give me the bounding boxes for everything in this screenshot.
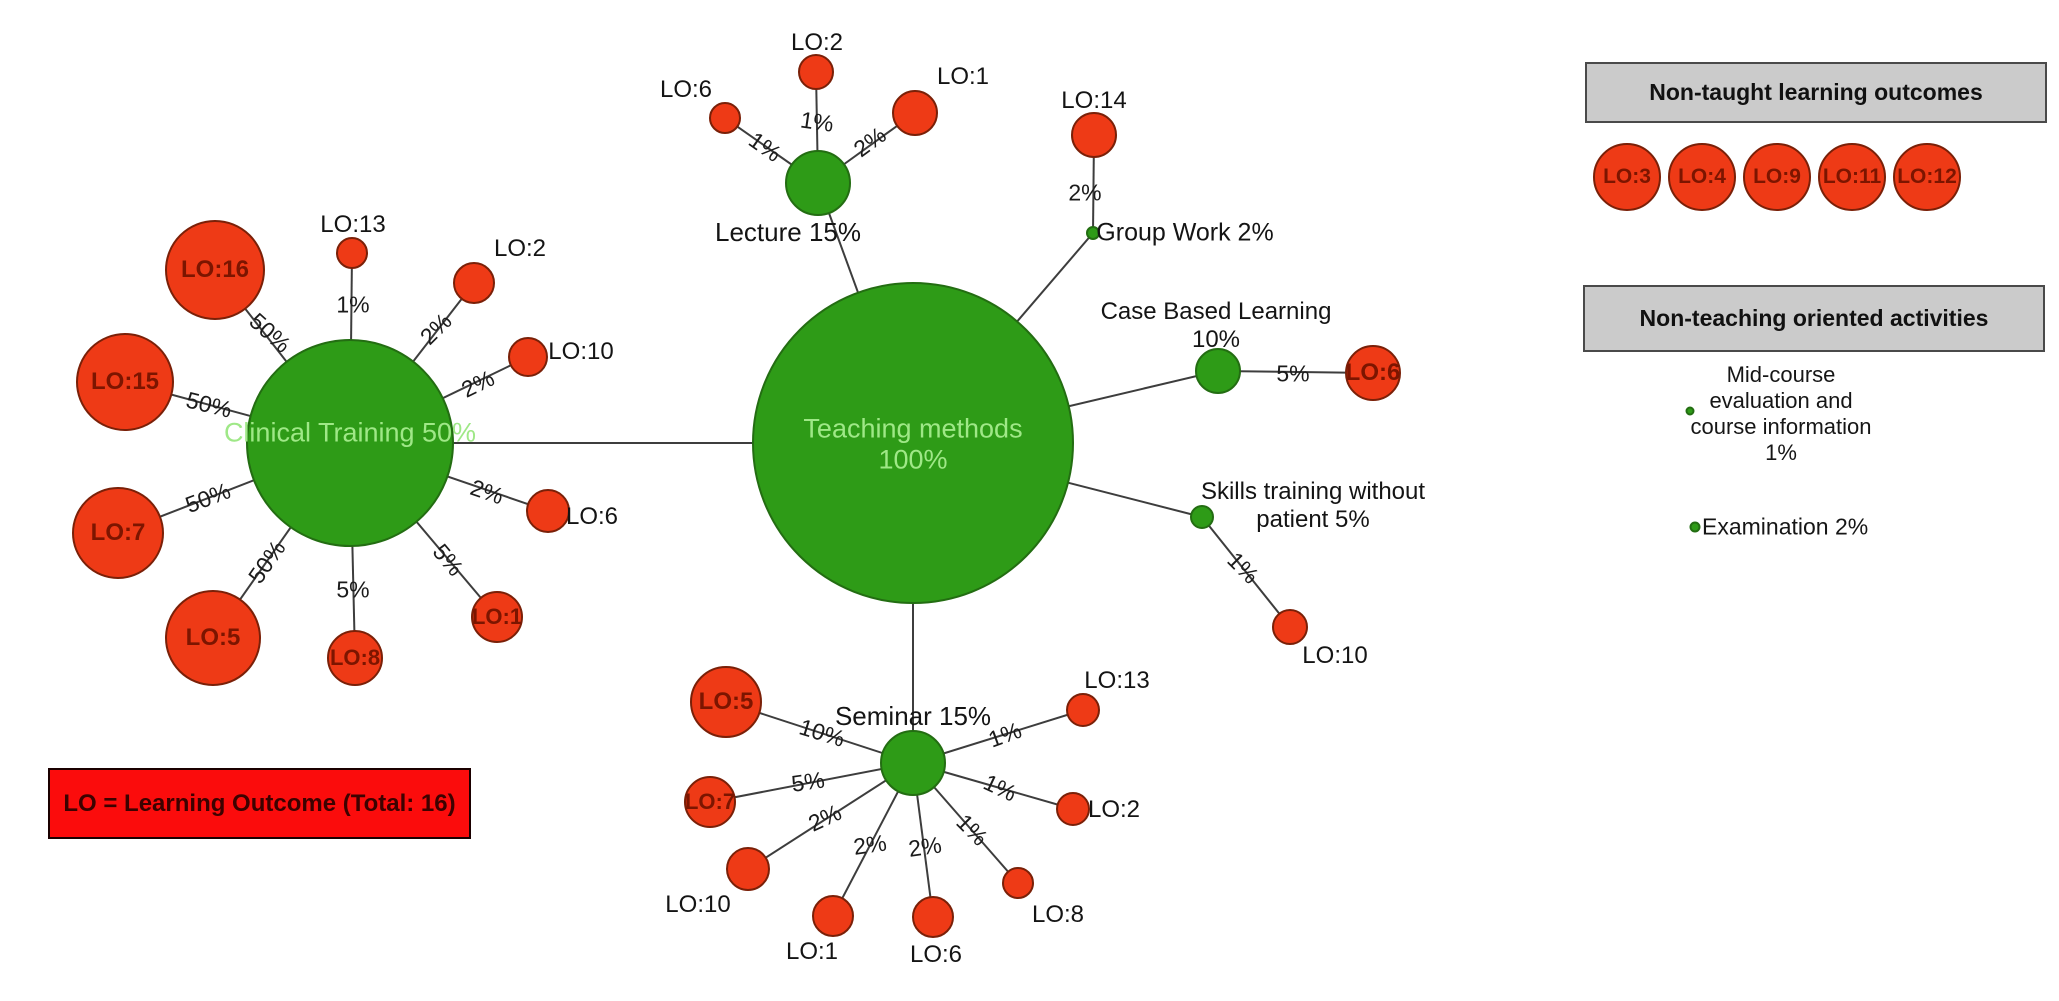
node-c16-circle <box>165 220 265 320</box>
node-se6-circle <box>912 896 954 938</box>
non-teaching-header: Non-teaching oriented activities <box>1583 285 2045 352</box>
node-c15-circle <box>76 333 174 431</box>
node-cb6-circle <box>1345 345 1401 401</box>
non-taught-lo-row: LO:3 LO:4 LO:9 LO:11 LO:12 <box>1593 143 1961 211</box>
node-c2-circle <box>453 262 495 304</box>
lo-chip: LO:4 <box>1668 143 1736 211</box>
node-seminar-circle <box>880 730 946 796</box>
node-se5-circle <box>690 666 762 738</box>
node-g14-circle <box>1071 112 1117 158</box>
lo-chip: LO:12 <box>1893 143 1961 211</box>
node-c8-circle <box>327 630 383 686</box>
node-lecture-circle <box>785 150 851 216</box>
midcourse-text: Mid-course evaluation and course informa… <box>1690 362 1872 465</box>
node-cbl-circle <box>1195 348 1241 394</box>
node-se1-circle <box>812 895 854 937</box>
lo-chip: LO:11 <box>1818 143 1886 211</box>
examination-dot <box>1689 521 1701 533</box>
lo-key-box: LO = Learning Outcome (Total: 16) <box>48 768 471 839</box>
node-s10-circle <box>1272 609 1308 645</box>
node-l6-circle <box>709 102 741 134</box>
non-taught-title: Non-taught learning outcomes <box>1649 79 1983 105</box>
node-teaching-circle <box>752 282 1074 604</box>
non-teaching-title: Non-teaching oriented activities <box>1639 305 1989 331</box>
node-groupwork-circle <box>1086 226 1100 240</box>
node-c6-circle <box>526 489 570 533</box>
lo-key-text: LO = Learning Outcome (Total: 16) <box>63 789 456 817</box>
node-l1-circle <box>892 90 938 136</box>
node-c5-circle <box>165 590 261 686</box>
node-skills-circle <box>1190 505 1214 529</box>
node-c13-circle <box>336 237 368 269</box>
node-se8-circle <box>1002 867 1034 899</box>
examination-text: Examination 2% <box>1702 513 1869 540</box>
lo-chip: LO:9 <box>1743 143 1811 211</box>
node-l2-circle <box>798 54 834 90</box>
non-taught-header: Non-taught learning outcomes <box>1585 62 2047 123</box>
node-clinical-circle <box>246 339 454 547</box>
midcourse-dot <box>1685 406 1695 416</box>
node-c7-circle <box>72 487 164 579</box>
node-se7-circle <box>684 776 736 828</box>
node-c1-circle <box>471 591 523 643</box>
node-se13-circle <box>1066 693 1100 727</box>
node-se10-circle <box>726 847 770 891</box>
node-se2-circle <box>1056 792 1090 826</box>
lo-chip: LO:3 <box>1593 143 1661 211</box>
node-c10-circle <box>508 337 548 377</box>
edge-seminar-se7 <box>709 762 914 803</box>
edge-skills-s10 <box>1201 516 1291 628</box>
